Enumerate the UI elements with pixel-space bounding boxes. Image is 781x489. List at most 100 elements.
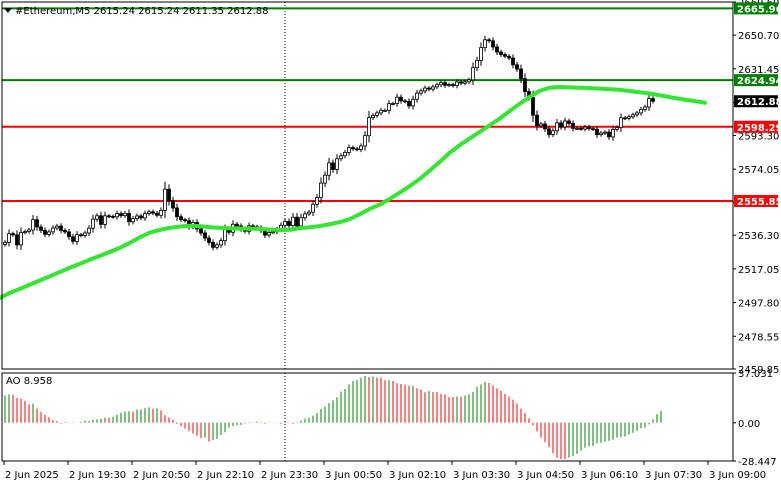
candle-body — [439, 82, 443, 86]
candle-body — [27, 229, 31, 232]
candle-body — [131, 218, 135, 223]
candle-body — [619, 117, 623, 129]
candle-body — [287, 221, 291, 227]
candle-body — [327, 162, 331, 176]
candle-body — [295, 216, 299, 227]
candle-body — [471, 67, 475, 81]
candle-body — [115, 213, 119, 218]
candle-body — [447, 84, 451, 86]
candle-body — [351, 147, 355, 150]
candle-body — [639, 109, 643, 114]
level-tag-label: 2555.85 — [737, 197, 781, 208]
candle-body — [323, 174, 327, 184]
candle-body — [563, 120, 567, 128]
candle-body — [75, 234, 79, 242]
candle-body — [103, 215, 107, 225]
time-tick-label: 3 Jun 04:50 — [517, 470, 574, 481]
time-tick-label: 2 Jun 20:50 — [133, 470, 190, 481]
price-tick-label: 2593.30 — [738, 132, 779, 143]
candle-body — [515, 64, 519, 70]
candle-body — [7, 233, 11, 243]
candle-body — [635, 112, 639, 116]
candle-body — [303, 213, 307, 219]
candle-body — [535, 114, 539, 127]
candle-body — [519, 68, 523, 80]
candle-body — [31, 219, 35, 231]
price-tick-label: 2478.55 — [738, 332, 779, 343]
candle-body — [539, 123, 543, 127]
candle-body — [487, 39, 491, 42]
ao-tick-label: 0.00 — [738, 419, 760, 430]
time-tick-label: 3 Jun 02:10 — [389, 470, 446, 481]
candle-body — [575, 127, 579, 130]
level-tag-bg — [734, 195, 778, 208]
candle-body — [547, 128, 551, 135]
candle-body — [451, 84, 455, 87]
candle-body — [311, 203, 315, 213]
candle-body — [435, 84, 439, 88]
candle-body — [411, 98, 415, 107]
price-tick-label: 2650.70 — [738, 31, 779, 42]
candle-body — [51, 227, 55, 233]
candle-body — [427, 87, 431, 90]
candle-body — [15, 234, 19, 246]
candle-body — [391, 103, 395, 105]
price-tick-label: 2459.85 — [738, 365, 779, 376]
candle-body — [55, 225, 59, 229]
moving-average — [0, 85, 707, 300]
candle-body — [559, 122, 563, 128]
price-tick-label: 2631.45 — [738, 65, 779, 76]
candle-body — [199, 228, 203, 234]
candle-body — [207, 237, 211, 243]
header-group: #Ethereum,M5 2615.24 2615.24 2611.35 261… — [4, 6, 269, 17]
candle-body — [511, 57, 515, 66]
candle-body — [19, 232, 23, 246]
candle-body — [583, 126, 587, 130]
candle-body — [11, 233, 15, 236]
price-tick-label: 2497.80 — [738, 299, 779, 310]
candle-body — [47, 231, 51, 235]
candle-body — [347, 147, 351, 153]
time-tick-label: 2 Jun 2025 — [5, 470, 59, 481]
candle-body — [367, 117, 371, 137]
candle-body — [63, 229, 67, 233]
candle-body — [399, 96, 403, 102]
level-tag-bg — [734, 120, 778, 133]
candle-body — [223, 229, 227, 242]
candle-body — [299, 217, 303, 227]
candle-body — [43, 229, 47, 235]
candle-body — [159, 209, 163, 216]
candle-body — [443, 82, 447, 86]
candle-body — [475, 60, 479, 69]
candle-body — [579, 127, 583, 130]
candle-body — [319, 182, 323, 199]
candle-body — [91, 218, 95, 229]
candle-body — [179, 216, 183, 221]
chart-menu-triangle-icon[interactable] — [4, 8, 12, 13]
candle-body — [39, 226, 43, 231]
candle-body — [175, 207, 179, 218]
candle-body — [379, 109, 383, 114]
candle-body — [531, 96, 535, 116]
candle-body — [603, 131, 607, 134]
candle-body — [615, 127, 619, 130]
candle-body — [23, 231, 27, 233]
candle-body — [463, 81, 467, 84]
candle-body — [355, 148, 359, 151]
candle-body — [551, 130, 555, 135]
price-tags: 2665.96 2624.94 2598.29 2555.85 2612.88 — [734, 2, 781, 208]
candle-body — [467, 79, 471, 83]
candle-body — [343, 152, 347, 157]
candle-body — [267, 232, 271, 236]
candle-body — [35, 219, 39, 228]
candle-body — [111, 215, 115, 218]
ao-histogram — [4, 375, 662, 460]
candle-body — [139, 215, 143, 219]
moving-average-line — [0, 85, 707, 300]
candle-body — [479, 47, 483, 61]
candle-body — [607, 131, 611, 138]
candle-body — [107, 215, 111, 218]
candle-body — [387, 103, 391, 111]
candle-body — [331, 162, 335, 170]
